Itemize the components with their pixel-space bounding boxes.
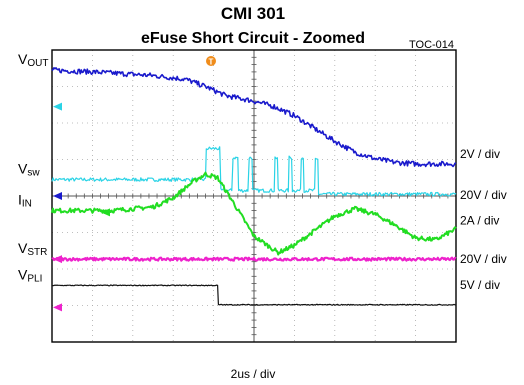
scale-label-vout: 2V / div (460, 147, 500, 161)
scale-label-iin: 2A / div (460, 213, 499, 227)
plot-frame (51, 49, 457, 343)
scope-grid (51, 49, 457, 343)
trigger-marker: T (206, 56, 216, 67)
channel-label-vsw: Vsw (18, 161, 40, 179)
scale-label-vsw: 20V / div (460, 188, 507, 202)
trace-vsw (51, 146, 457, 197)
trace-vpli (51, 284, 457, 306)
trigger-marker-label: T (209, 58, 214, 67)
ref-marker-vout (53, 192, 62, 200)
time-scale-label: 2us / div (231, 367, 276, 381)
trace-group (51, 67, 457, 306)
ref-marker-vsw (53, 102, 62, 111)
channel-label-sub: sw (27, 168, 40, 179)
ref-marker-iin (101, 208, 110, 217)
channel-label-main: V (18, 161, 28, 177)
chart-subtitle: eFuse Short Circuit - Zoomed (141, 30, 365, 47)
channel-label-main: V (18, 240, 28, 256)
channel-label-sub: OUT (27, 58, 48, 69)
channel-label-vstr: VSTR (18, 240, 47, 258)
channel-label-main: I (18, 192, 22, 208)
figure-id: TOC-014 (409, 39, 454, 51)
channel-label-sub: STR (27, 247, 47, 258)
channel-label-vpli: VPLI (18, 266, 42, 284)
marker-group (53, 102, 110, 312)
channel-label-sub: PLI (27, 273, 42, 284)
channel-label-iin: IIN (18, 192, 32, 210)
scale-label-vstr: 20V / div (460, 252, 507, 266)
scale-label-vpli: 5V / div (460, 278, 500, 292)
ref-marker-vstr (53, 255, 62, 264)
chart-title: CMI 301 (221, 4, 285, 23)
channel-label-main: V (18, 266, 28, 282)
trigger-marker-dot (206, 56, 216, 66)
trace-vstr (51, 256, 457, 262)
trace-iin (51, 171, 457, 256)
channel-label-sub: IN (22, 199, 32, 210)
ref-marker-vpli (53, 303, 62, 312)
channel-label-main: V (18, 51, 28, 67)
trace-vout (51, 67, 457, 168)
channel-label-vout: VOUT (18, 51, 48, 69)
